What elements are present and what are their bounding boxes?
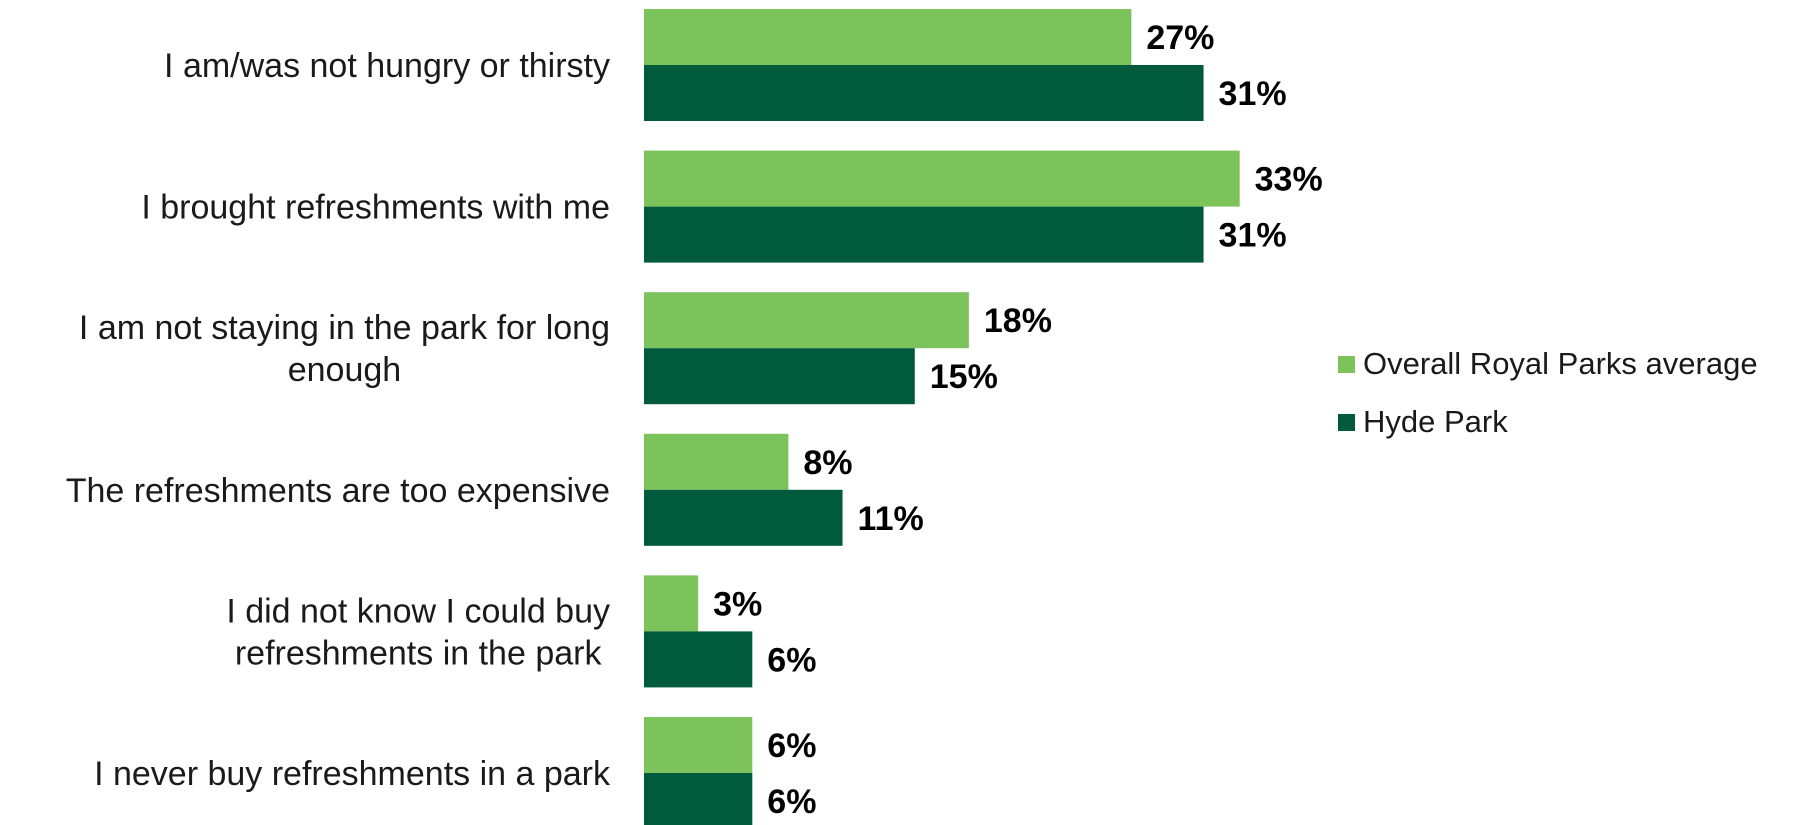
legend-item-hyde-park: Hyde Park (1338, 393, 1758, 451)
category-label-4-line-1: refreshments in the park (235, 634, 603, 672)
data-label-hyde-park-0: 31% (1219, 75, 1287, 113)
data-label-overall-2: 18% (984, 302, 1052, 340)
category-label-0-line-0: I am/was not hungry or thirsty (164, 47, 610, 85)
data-label-overall-4: 3% (713, 585, 762, 623)
data-labels-group: 27%31%33%31%18%15%8%11%3%6%6%6% (713, 19, 1323, 821)
category-label-2-line-0: I am not staying in the park for long (79, 309, 610, 347)
bar-hyde-park-2 (644, 348, 915, 405)
data-label-overall-5: 6% (767, 727, 816, 765)
category-labels-group: I am/was not hungry or thirsty I brought … (66, 47, 611, 793)
bar-overall-0 (644, 9, 1132, 65)
legend-label-hyde-park: Hyde Park (1363, 404, 1508, 439)
data-label-overall-0: 27% (1146, 19, 1214, 57)
category-label-5-line-0: I never buy refreshments in a park (94, 755, 611, 793)
bar-overall-5 (644, 717, 753, 773)
data-label-hyde-park-4: 6% (767, 641, 816, 679)
bar-overall-4 (644, 575, 699, 632)
bar-overall-1 (644, 150, 1240, 207)
bar-hyde-park-5 (644, 773, 753, 825)
bars-group (644, 9, 1240, 825)
data-label-overall-3: 8% (803, 444, 852, 482)
data-label-hyde-park-3: 11% (858, 500, 924, 538)
bar-hyde-park-1 (644, 206, 1204, 263)
legend-label-overall: Overall Royal Parks average (1363, 346, 1758, 381)
data-label-hyde-park-5: 6% (767, 783, 816, 821)
bar-hyde-park-4 (644, 631, 753, 688)
data-label-overall-1: 33% (1255, 161, 1323, 199)
bar-hyde-park-0 (644, 65, 1204, 121)
category-label-3-line-0: The refreshments are too expensive (66, 472, 610, 510)
category-label-1-line-0: I brought refreshments with me (141, 189, 610, 227)
legend-item-overall: Overall Royal Parks average (1338, 335, 1758, 393)
bar-overall-3 (644, 433, 789, 490)
legend: Overall Royal Parks average Hyde Park (1338, 335, 1758, 451)
bar-overall-2 (644, 292, 969, 349)
category-label-4-line-0: I did not know I could buy (226, 592, 610, 630)
legend-swatch-overall (1338, 355, 1355, 373)
data-label-hyde-park-2: 15% (930, 358, 998, 396)
category-label-2-line-1: enough (288, 351, 401, 389)
bar-hyde-park-3 (644, 489, 843, 546)
legend-swatch-hyde-park (1338, 413, 1355, 431)
data-label-hyde-park-1: 31% (1219, 217, 1287, 255)
